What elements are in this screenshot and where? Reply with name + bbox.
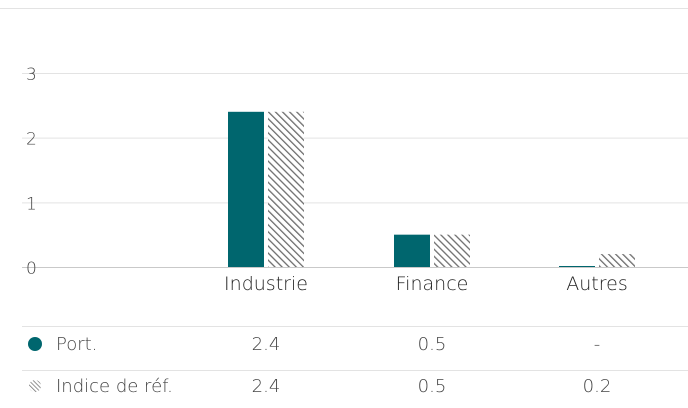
table-cell: 0.2 [583,376,612,397]
bar-indice-finance [434,234,470,267]
category-label: Autres [566,273,627,295]
bar-indice-industrie [268,111,304,267]
legend-label: Indice de réf. [56,376,173,397]
filled-circle-icon [28,337,42,351]
y-tick-label: 2 [26,130,37,150]
y-tick-label: 1 [26,194,37,214]
legend-label: Port. [56,334,97,355]
category-label: Industrie [224,273,308,295]
table-cell: 0.5 [418,334,447,355]
bar-port-autres [559,266,595,267]
hatched-circle-icon [29,380,41,392]
bar-indice-autres [599,254,635,267]
table-cell: 2.4 [252,376,281,397]
bar-port-industrie [228,111,264,267]
table-cell: - [594,334,601,355]
bar-port-finance [394,234,430,267]
category-label: Finance [396,273,469,295]
table-cell: 0.5 [418,376,447,397]
y-tick-label: 3 [26,65,37,85]
table-cell: 2.4 [252,334,281,355]
y-tick-label: 0 [26,259,37,279]
